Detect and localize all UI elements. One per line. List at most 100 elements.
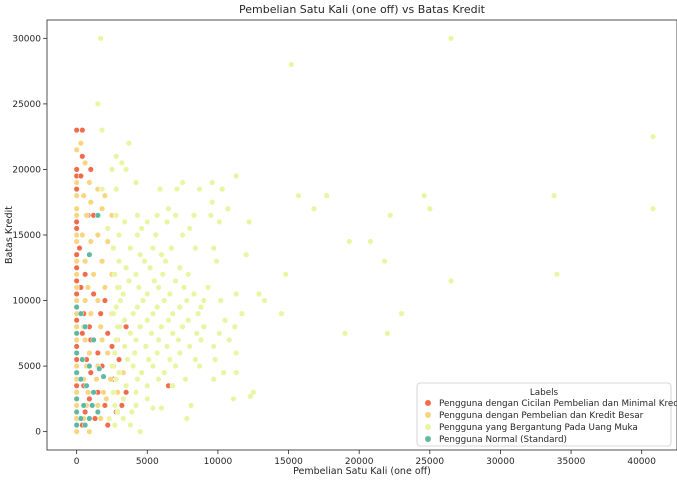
data-point <box>204 284 212 291</box>
data-point <box>137 428 144 435</box>
data-point <box>125 140 132 147</box>
data-point <box>73 225 80 232</box>
data-point <box>140 297 147 304</box>
data-point <box>113 186 120 193</box>
data-point <box>132 402 140 409</box>
legend-marker <box>424 435 432 443</box>
y-axis-ticks: 0 5000 10000 15000 20000 25000 30000 <box>12 34 47 438</box>
data-point <box>83 382 90 389</box>
data-point <box>113 212 120 219</box>
data-point <box>73 218 80 225</box>
data-point <box>346 238 353 245</box>
data-point <box>94 408 101 416</box>
data-point <box>185 317 192 324</box>
data-point <box>86 415 93 422</box>
data-point <box>76 245 83 252</box>
y-axis-label: Batas Kredit <box>4 206 15 264</box>
data-point <box>217 297 224 304</box>
legend-title: Labels <box>530 388 559 398</box>
data-point <box>192 356 199 363</box>
data-point <box>120 290 127 298</box>
data-point <box>209 179 216 186</box>
data-point <box>144 290 151 298</box>
data-point <box>180 284 188 291</box>
data-point <box>649 205 657 212</box>
data-point <box>156 186 164 193</box>
data-point <box>94 231 101 239</box>
data-point <box>132 271 140 278</box>
data-point <box>551 192 558 199</box>
data-point <box>104 238 111 245</box>
data-point <box>104 330 111 337</box>
x-tick-label: 20000 <box>345 457 374 467</box>
data-point <box>73 179 80 186</box>
data-point <box>114 323 121 330</box>
data-point <box>196 186 203 193</box>
y-tick-label: 5000 <box>18 362 41 372</box>
data-point <box>108 343 116 350</box>
data-point <box>426 205 433 212</box>
legend-label: Pengguna dengan Pembelian dan Kredit Bes… <box>439 411 644 421</box>
data-point <box>219 186 226 193</box>
data-point <box>73 212 80 219</box>
data-point <box>381 258 388 265</box>
data-point <box>278 310 285 317</box>
data-point <box>104 349 111 357</box>
data-point <box>176 264 183 271</box>
data-point <box>186 225 193 232</box>
data-point <box>79 127 86 134</box>
plot-area <box>46 19 677 451</box>
data-point <box>99 258 106 265</box>
data-point <box>79 153 86 160</box>
data-point <box>101 284 108 291</box>
legend-marker <box>424 411 432 419</box>
data-point <box>101 402 108 409</box>
legend-marker <box>424 399 432 407</box>
data-point <box>132 336 140 343</box>
data-point <box>120 395 127 402</box>
data-point <box>233 172 240 180</box>
data-point <box>73 205 80 212</box>
data-point <box>132 389 140 396</box>
data-point <box>73 146 80 153</box>
data-point <box>115 369 123 376</box>
data-point <box>77 140 84 147</box>
data-point <box>169 330 176 337</box>
data-point <box>99 336 106 343</box>
plot-frame <box>46 19 677 451</box>
data-point <box>172 212 179 219</box>
legend-marker <box>424 423 432 431</box>
data-point <box>185 271 192 278</box>
x-axis-label: Pembelian Satu Kali (one off) <box>293 466 431 477</box>
data-point <box>111 271 118 278</box>
data-point <box>166 290 173 298</box>
data-point <box>282 271 289 278</box>
data-point <box>387 212 394 219</box>
data-point <box>144 218 151 225</box>
data-point <box>101 192 108 199</box>
data-point <box>207 212 214 219</box>
legend-label: Pengguna dengan Cicilan Pembelian dan Mi… <box>439 399 677 409</box>
data-point <box>123 264 130 271</box>
data-point <box>79 231 86 239</box>
data-point <box>230 395 237 402</box>
x-tick-label: 25000 <box>415 457 444 467</box>
data-point <box>288 61 295 68</box>
data-point <box>86 179 93 186</box>
data-point <box>120 415 127 422</box>
legend-label: Pengguna yang Bergantung Pada Uang Muka <box>439 423 638 433</box>
data-point <box>86 395 93 402</box>
data-point <box>80 192 87 199</box>
data-point <box>77 310 84 317</box>
data-point <box>323 192 330 199</box>
data-point <box>243 251 250 258</box>
data-point <box>97 323 104 330</box>
data-point <box>118 159 125 166</box>
data-point <box>89 402 96 409</box>
data-point <box>233 290 240 298</box>
data-point <box>96 365 103 372</box>
data-point <box>220 369 227 376</box>
data-point <box>134 231 141 239</box>
data-point <box>73 408 80 416</box>
data-point <box>73 389 80 396</box>
